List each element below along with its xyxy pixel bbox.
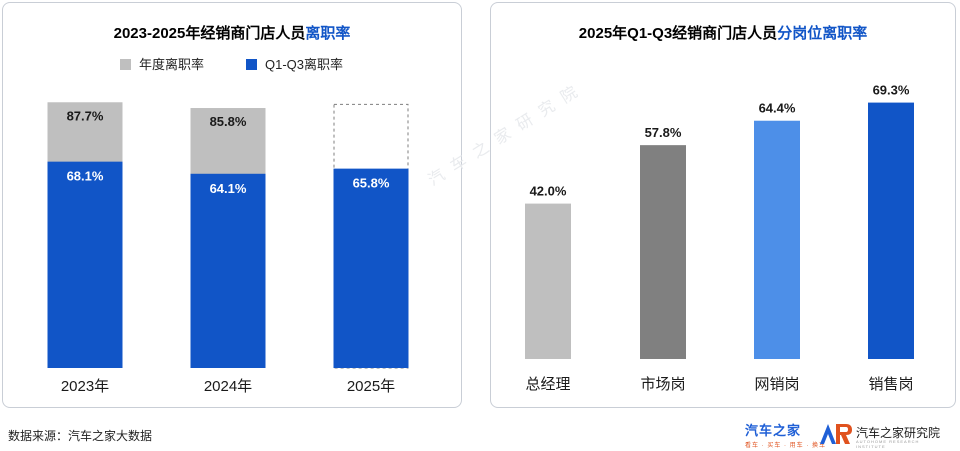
left-title-highlight: 离职率 [305,24,350,42]
bar-q1q3-2 [190,173,266,368]
legend-label-q1q3: Q1-Q3离职率 [265,57,343,72]
autohome-logo-slogan: 看车 · 买车 · 用车 · 换车 [745,443,826,449]
bar-q1q3-3 [333,168,409,368]
label-q1q3-3: 65.8% [353,176,390,191]
left-chart: 2023-2025年经销商门店人员离职率 年度离职率 Q1-Q3离职率 87.7… [47,24,409,395]
bar-role-4 [868,102,914,359]
right-title-highlight: 分岗位离职率 [777,24,867,42]
right-chart-panel: 2025年Q1-Q3经销商门店人员分岗位离职率 42.0% 总经理 57.8% 市场岗… [490,2,956,408]
label-q1q3-1: 68.1% [67,169,104,184]
legend-label-annual: 年度离职率 [139,57,204,72]
institute-logo: 汽车之家研究院 AUTOHOME RESEARCH INSTITUTE [818,422,948,449]
label-role-1: 42.0% [530,184,567,199]
x-tick-role-3: 网销岗 [754,376,799,393]
left-chart-panel: 2023-2025年经销商门店人员离职率 年度离职率 Q1-Q3离职率 87.7… [2,2,462,408]
x-tick-2: 2024年 [204,378,252,395]
label-annual-2: 85.8% [210,114,247,129]
label-role-2: 57.8% [645,125,682,140]
bar-role-1 [525,203,571,359]
right-title-prefix: 2025年Q1-Q3经销商门店人员 [579,24,777,42]
ar-logo-icon [820,424,852,444]
institute-name: 汽车之家研究院 [856,426,941,440]
autohome-logo-text: 汽车之家 [745,423,802,438]
label-annual-1: 87.7% [67,108,104,123]
x-tick-role-4: 销售岗 [868,376,913,393]
x-tick-role-1: 总经理 [525,376,570,393]
bar-role-2 [640,145,686,359]
x-tick-3: 2025年 [347,378,395,395]
label-q1q3-2: 64.1% [210,181,247,196]
data-source: 数据来源：汽车之家大数据 [8,429,153,443]
legend-swatch-q1q3 [246,59,257,70]
autohome-logo: 汽车之家 看车 · 买车 · 用车 · 换车 [745,420,826,449]
legend-swatch-annual [120,59,131,70]
legend: 年度离职率 Q1-Q3离职率 [120,57,343,72]
left-title-prefix: 2023-2025年经销商门店人员 [114,24,306,42]
label-role-4: 69.3% [873,83,910,98]
right-chart: 2025年Q1-Q3经销商门店人员分岗位离职率 42.0% 总经理 57.8% 市场岗… [525,24,914,393]
x-tick-role-2: 市场岗 [640,376,685,393]
institute-name-en: AUTOHOME RESEARCH INSTITUTE [856,439,920,449]
bar-role-3 [754,120,800,359]
x-tick-1: 2023年 [61,378,109,395]
bar-q1q3-1 [47,161,123,368]
left-chart-title: 2023-2025年经销商门店人员离职率 [114,24,351,42]
label-role-3: 64.4% [759,101,796,116]
right-chart-title: 2025年Q1-Q3经销商门店人员分岗位离职率 [579,24,867,42]
